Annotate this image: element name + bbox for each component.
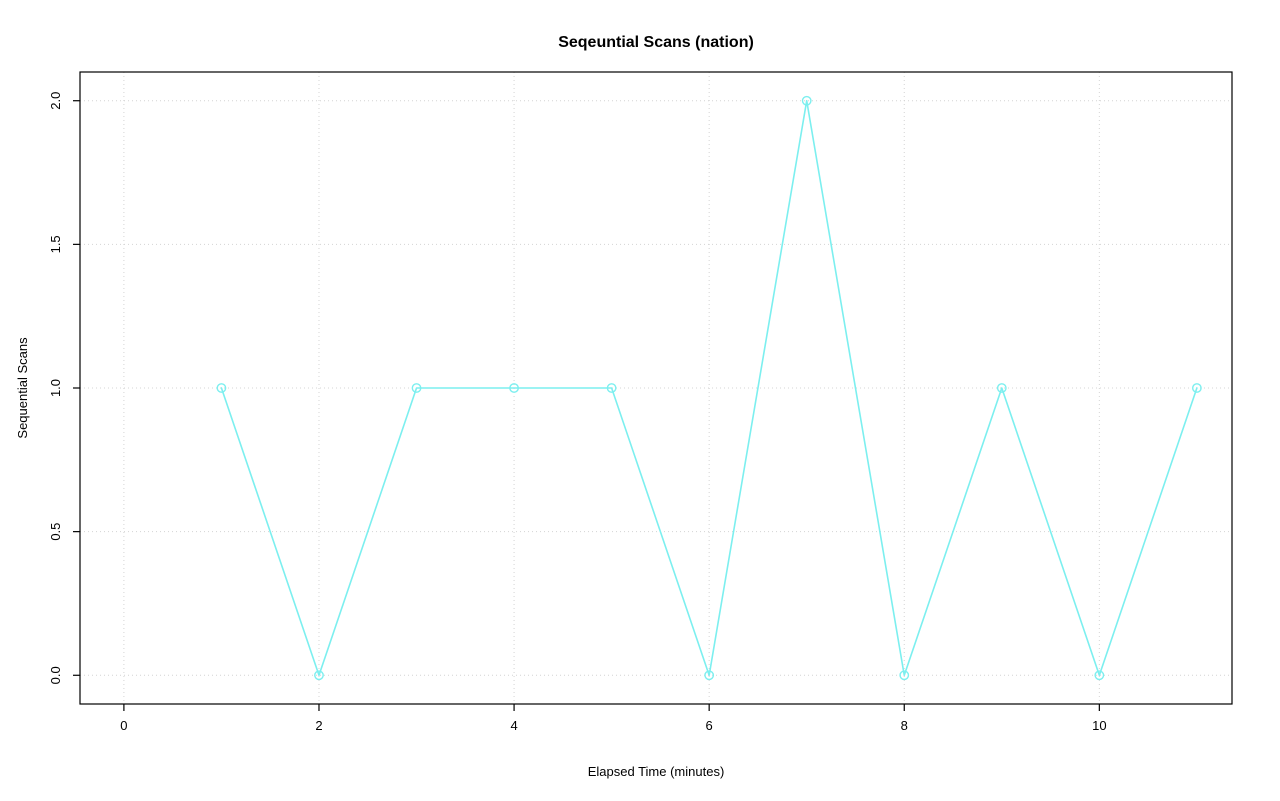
data-point	[411, 383, 422, 393]
grid-layer	[80, 72, 1232, 704]
data-point	[1191, 383, 1202, 393]
data-point	[704, 670, 715, 681]
axes-layer: 0 2 4 6 8 10 0.0 0.5 1.0 1.5 2.0	[48, 71, 1233, 733]
data-point	[1094, 670, 1105, 681]
data-point	[509, 383, 519, 393]
x-tick-label: 2	[315, 718, 322, 733]
y-axis-label: Sequential Scans	[15, 337, 30, 439]
series-layer	[216, 95, 1202, 681]
x-tick-label: 6	[706, 718, 713, 733]
y-tick-label: 2.0	[48, 92, 63, 110]
x-axis-label: Elapsed Time (minutes)	[588, 764, 725, 779]
data-point	[606, 383, 617, 393]
y-tick-label: 1.5	[48, 235, 63, 253]
x-tick-label: 4	[510, 718, 517, 733]
y-tick-label: 0.5	[48, 523, 63, 541]
chart-title: Seqeuntial Scans (nation)	[558, 34, 754, 51]
data-point	[801, 95, 812, 106]
data-point	[899, 670, 910, 681]
data-point	[216, 383, 227, 393]
x-tick-label: 10	[1092, 718, 1106, 733]
x-tick-label: 8	[901, 718, 908, 733]
y-tick-label: 0.0	[48, 666, 63, 684]
y-tick-label: 1.0	[48, 379, 63, 397]
series-line	[220, 99, 1198, 677]
data-point	[996, 383, 1007, 393]
data-point	[314, 670, 324, 681]
x-tick-label: 0	[120, 718, 127, 733]
